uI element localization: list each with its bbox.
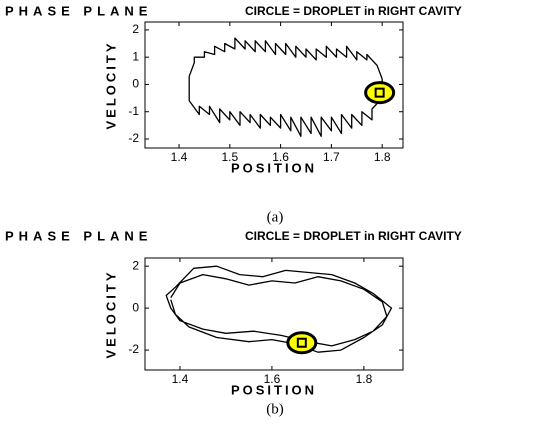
x-tick-label: 1.8: [374, 150, 391, 164]
y-tick-label: 1: [132, 49, 139, 63]
chart-title: PHASE PLANE: [5, 3, 152, 18]
chart-subtitle: CIRCLE = DROPLET in RIGHT CAVITY: [245, 4, 462, 18]
x-tick-label: 1.6: [264, 372, 281, 386]
caption: (a): [267, 209, 284, 225]
y-tick-label: 0: [132, 77, 139, 91]
x-axis-label: POSITION: [231, 160, 317, 175]
droplet-core: [296, 337, 307, 348]
x-tick-label: 1.8: [356, 372, 373, 386]
chart-subtitle: CIRCLE = DROPLET in RIGHT CAVITY: [245, 229, 462, 243]
y-tick-label: 2: [132, 22, 139, 36]
y-tick-label: -2: [128, 131, 139, 145]
x-tick-label: 1.6: [272, 150, 289, 164]
y-tick-label: -2: [128, 342, 139, 356]
chart-title: PHASE PLANE: [5, 228, 152, 243]
plot-frame: [144, 257, 404, 371]
plot-frame: [144, 21, 404, 149]
x-tick-label: 1.7: [323, 150, 340, 164]
y-axis-label: VELOCITY: [103, 269, 118, 358]
x-tick-label: 1.4: [171, 150, 188, 164]
y-tick-label: 0: [132, 300, 139, 314]
x-axis-label: POSITION: [231, 382, 317, 397]
y-axis-label: VELOCITY: [103, 40, 118, 129]
droplet-core: [374, 87, 385, 98]
y-tick-label: 2: [132, 258, 139, 272]
y-tick-label: -1: [128, 104, 139, 118]
x-tick-label: 1.5: [221, 150, 238, 164]
x-tick-label: 1.4: [172, 372, 189, 386]
trajectory: [188, 37, 383, 137]
trajectory: [165, 265, 393, 353]
caption: (b): [266, 401, 284, 417]
